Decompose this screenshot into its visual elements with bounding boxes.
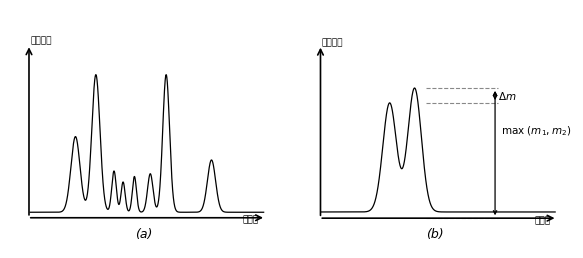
- Text: max $(m_1,m_2)$: max $(m_1,m_2)$: [501, 124, 571, 138]
- Text: $\Delta m$: $\Delta m$: [498, 90, 517, 102]
- Text: 质荷比: 质荷比: [243, 216, 259, 225]
- Text: 信号强度: 信号强度: [322, 39, 343, 47]
- Text: (a): (a): [135, 228, 152, 241]
- Text: 信号强度: 信号强度: [30, 36, 52, 45]
- Text: (b): (b): [426, 228, 444, 241]
- Text: 质荷比: 质荷比: [535, 217, 550, 226]
